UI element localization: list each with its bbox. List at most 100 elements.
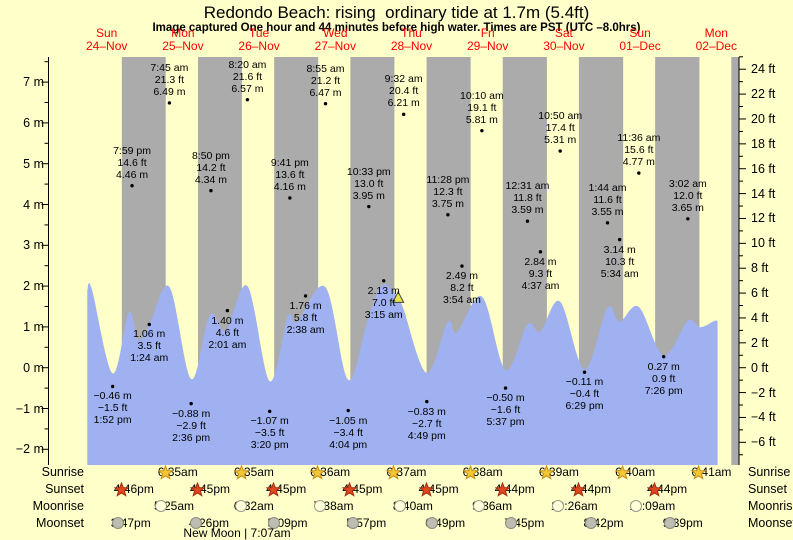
sunset-entry: 4:44pm <box>647 482 687 497</box>
sunset-entry: 4:45pm <box>342 482 382 497</box>
moonrise-row-label-right: Moonrise <box>748 499 793 513</box>
axis-tick-label: 22 ft <box>751 87 776 102</box>
moonset-icon <box>663 517 676 529</box>
sunrise-star-icon <box>538 465 554 480</box>
tide-event-dot <box>367 204 371 209</box>
moonset-icon <box>347 517 360 529</box>
tide-event-dot <box>425 399 429 404</box>
low-tide-label: −0.46 m −1.5 ft 1:52 pm <box>93 390 132 427</box>
moonset-entry: 9:39pm <box>663 516 703 530</box>
sunset-entry: 4:45pm <box>418 482 459 497</box>
sunrise-star-icon <box>386 465 402 480</box>
sunrise-star-icon <box>615 465 631 480</box>
day-label: Tue 26–Nov <box>238 26 280 53</box>
tide-event-dot <box>245 97 250 102</box>
high-tide-label: 3:02 am 12.0 ft 3.65 m <box>668 177 707 214</box>
tide-event-dot <box>225 308 230 313</box>
axis-tick-label: 4 ft <box>751 310 769 325</box>
tide-event-dot <box>110 384 115 389</box>
moonset-entry: 4:26pm <box>189 516 229 530</box>
moonset-icon <box>268 517 281 529</box>
moonrise-entry: 11:09am <box>629 499 675 513</box>
sunrise-entry: 6:36am <box>310 465 350 480</box>
low-tide-label: −1.05 m −3.4 ft 4:04 pm <box>329 414 368 451</box>
axis-tick-label: 0 m <box>23 360 44 375</box>
tide-event-dot <box>267 409 272 414</box>
day-label: Thu 28–Nov <box>390 26 433 53</box>
moonset-icon <box>426 517 439 529</box>
moonset-entry: 5:57pm <box>346 516 386 530</box>
axis-tick-label: 5 m <box>23 156 44 171</box>
low-tide-label: 0.27 m 0.9 ft 7:26 pm <box>644 360 683 397</box>
sunrise-entry: 6:37am <box>386 465 426 480</box>
sunrise-entry: 6:38am <box>462 465 503 480</box>
axis-tick-label: −6 ft <box>751 435 776 450</box>
tide-event-dot <box>605 221 610 225</box>
tide-event-dot <box>346 408 350 413</box>
sunset-star-icon <box>570 482 586 497</box>
moonrise-entry: 5:25am <box>154 499 194 513</box>
sunset-entry: 4:45pm <box>189 482 230 497</box>
sunrise-entry: 6:35am <box>157 465 198 480</box>
tide-event-dot <box>525 219 530 223</box>
moonset-entry: 3:47pm <box>111 516 151 530</box>
axis-tick-label: −4 ft <box>751 410 776 425</box>
night-band <box>731 57 739 465</box>
high-tide-label: 8:55 am 21.2 ft 6.47 m <box>306 62 345 99</box>
low-tide-label: 2.49 m 8.2 ft 3:54 am <box>442 270 481 307</box>
tide-event-dot <box>538 250 543 254</box>
high-tide-label: 10:50 am 17.4 ft 5.31 m <box>538 110 583 147</box>
high-tide-label: 9:32 am 20.4 ft 6.21 m <box>384 73 423 110</box>
tide-event-dot <box>382 279 386 283</box>
low-tide-label: 1.76 m 5.8 ft 2:38 am <box>286 299 325 336</box>
tide-event-dot <box>460 264 464 268</box>
sunrise-star-icon <box>462 465 478 480</box>
moonrise-icon <box>551 500 564 512</box>
sunset-star-icon <box>342 482 358 497</box>
moonrise-icon <box>234 500 247 512</box>
sunset-star-icon <box>189 482 205 497</box>
high-tide-label: 8:50 pm 14.2 ft 4.34 m <box>191 149 230 186</box>
high-tide-label: 11:36 am 15.6 ft 4.77 m <box>617 132 661 169</box>
tide-event-dot <box>617 237 622 242</box>
moonset-icon <box>505 517 518 529</box>
day-label: Wed 27–Nov <box>314 26 356 53</box>
tide-event-dot <box>401 112 406 117</box>
moonset-icon <box>111 517 124 529</box>
low-tide-label: −0.11 m −0.4 ft 6:29 pm <box>565 376 604 413</box>
moonrise-icon <box>154 500 167 512</box>
sunrise-star-icon <box>691 465 707 480</box>
moonrise-entry: 10:26am <box>551 499 598 513</box>
sunset-entry: 4:44pm <box>494 482 535 497</box>
tide-event-dot <box>147 322 151 327</box>
low-tide-label: −0.88 m −2.9 ft 2:36 pm <box>172 407 211 444</box>
sunset-star-icon <box>647 482 663 497</box>
tide-event-dot <box>323 102 328 106</box>
sunset-star-icon <box>113 482 129 497</box>
sunrise-row-label-left: Sunrise <box>41 465 84 479</box>
moonrise-entry: 7:38am <box>313 499 353 513</box>
tide-event-dot <box>582 370 587 374</box>
axis-tick-label: 2 ft <box>751 335 769 350</box>
high-tide-label: 12:31 am 11.8 ft 3.59 m <box>505 180 550 217</box>
moonset-icon <box>584 517 597 529</box>
axis-tick-label: 6 m <box>23 115 44 130</box>
tide-event-dot <box>662 354 666 359</box>
moonset-icon <box>189 517 202 529</box>
axis-tick-label: 4 m <box>23 197 44 212</box>
tide-event-dot <box>480 128 484 133</box>
sunset-star-icon <box>266 482 282 497</box>
day-label: Mon 25–Nov <box>162 26 204 53</box>
low-tide-label: 1.06 m 3.5 ft 1:24 am <box>130 328 169 365</box>
high-tide-label: 7:59 pm 14.6 ft 4.46 m <box>113 144 152 181</box>
moonrise-icon <box>393 500 406 512</box>
moonrise-entry: 9:36am <box>472 499 512 513</box>
low-tide-label: −0.50 m −1.6 ft 5:37 pm <box>486 392 525 429</box>
sunset-row-label-right: Sunset <box>748 482 787 496</box>
day-label: Sat 30–Nov <box>543 26 585 53</box>
moonrise-icon <box>314 500 327 512</box>
moonset-entry: 8:42pm <box>584 516 624 530</box>
sunrise-entry: 6:35am <box>233 465 274 480</box>
